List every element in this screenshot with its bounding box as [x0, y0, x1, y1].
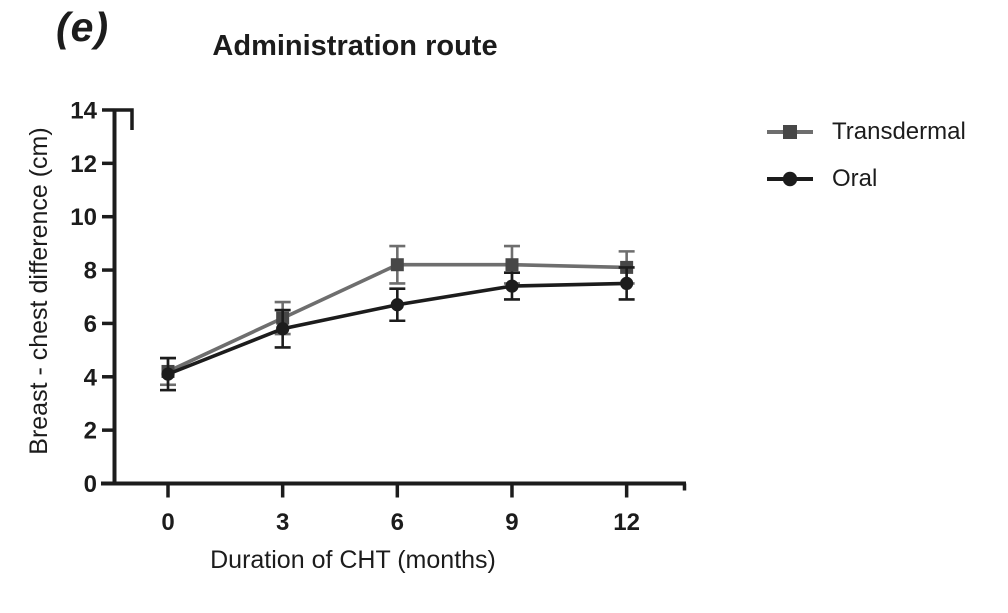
y-tick-label: 0	[84, 471, 97, 498]
chart-title: Administration route	[212, 30, 498, 62]
x-tick-label: 6	[391, 509, 404, 536]
oral-data-point	[620, 276, 634, 290]
oral-data-point	[161, 367, 175, 381]
chart-legend: Transdermal Oral	[766, 118, 966, 193]
transdermal-data-point	[505, 258, 519, 272]
legend-label-oral: Oral	[832, 165, 878, 192]
y-tick-label: 14	[70, 97, 97, 124]
y-tick-label: 10	[70, 204, 97, 231]
legend-label-transdermal: Transdermal	[832, 118, 966, 145]
legend-item-transdermal: Transdermal	[766, 118, 966, 146]
x-tick-label: 0	[161, 509, 174, 536]
oral-circle-marker-icon	[767, 171, 813, 187]
x-tick-label: 12	[613, 509, 640, 536]
legend-item-oral: Oral	[766, 165, 966, 193]
y-tick-label: 2	[84, 418, 97, 445]
x-tick-label: 3	[276, 509, 289, 536]
x-axis-label: Duration of CHT (months)	[210, 546, 496, 574]
y-tick-label: 12	[70, 151, 97, 178]
panel-label: (e)	[56, 4, 110, 50]
y-tick-label: 6	[84, 311, 97, 338]
oral-data-point	[276, 322, 290, 336]
y-tick-label: 4	[84, 364, 98, 391]
y-axis-top-cap	[114, 108, 134, 130]
y-tick-label: 8	[84, 258, 97, 285]
transdermal-data-point	[390, 258, 404, 272]
oral-data-point	[390, 298, 404, 312]
x-tick-label: 9	[505, 509, 518, 536]
transdermal-square-marker-icon	[767, 125, 813, 139]
oral-data-point	[505, 279, 519, 293]
